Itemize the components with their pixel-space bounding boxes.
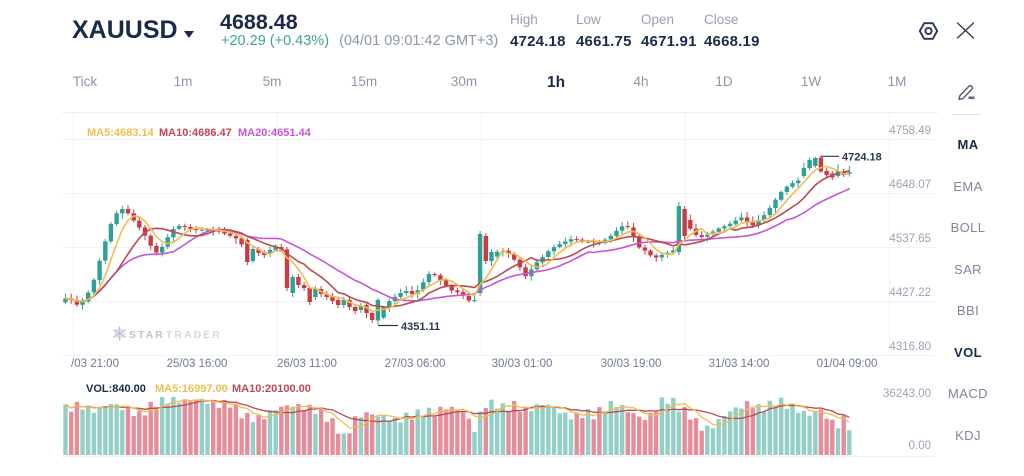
svg-text:26/03 11:00: 26/03 11:00 [277, 358, 337, 370]
svg-text:4537.65: 4537.65 [889, 233, 931, 245]
svg-text:31/03 14:00: 31/03 14:00 [709, 358, 770, 370]
svg-text:4316.80: 4316.80 [889, 341, 931, 353]
svg-text:4724.18: 4724.18 [842, 152, 882, 164]
svg-text:MA5:4683.14: MA5:4683.14 [87, 127, 155, 139]
svg-text:27/03 06:00: 27/03 06:00 [385, 358, 446, 370]
svg-text:30/03 01:00: 30/03 01:00 [492, 358, 553, 370]
svg-text:36243.00: 36243.00 [883, 388, 931, 400]
svg-text:VOL:840.00: VOL:840.00 [86, 383, 146, 395]
svg-text:4758.49: 4758.49 [889, 125, 931, 137]
svg-text:MA5:16997.00: MA5:16997.00 [155, 383, 228, 395]
svg-text:30/03 19:00: 30/03 19:00 [601, 358, 662, 370]
svg-text:MA10:4686.47: MA10:4686.47 [159, 127, 232, 139]
svg-text:4351.11: 4351.11 [401, 321, 440, 333]
svg-text:4648.07: 4648.07 [889, 179, 931, 191]
svg-text:MA20:4651.44: MA20:4651.44 [238, 127, 312, 139]
svg-text:01/04 09:00: 01/04 09:00 [817, 358, 878, 370]
svg-text:STAR: STAR [129, 329, 165, 341]
svg-text:/03 21:00: /03 21:00 [71, 358, 119, 370]
svg-text:25/03 16:00: 25/03 16:00 [167, 358, 228, 370]
svg-text:4427.22: 4427.22 [889, 287, 931, 299]
svg-text:0.00: 0.00 [909, 440, 931, 452]
svg-text:MA10:20100.00: MA10:20100.00 [232, 383, 311, 395]
svg-text:TRADER: TRADER [166, 329, 222, 341]
